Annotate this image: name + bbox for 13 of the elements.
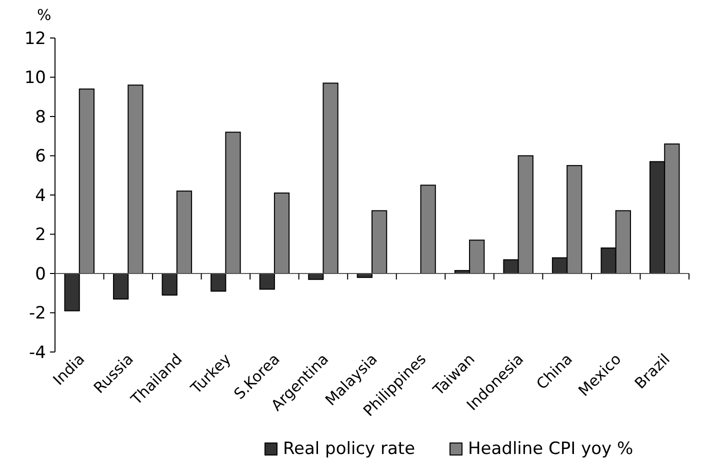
y-tick-label: 8	[35, 107, 46, 128]
y-tick-label: 0	[35, 264, 46, 284]
y-tick-label: 12	[24, 28, 46, 49]
y-tick-label: 4	[35, 186, 46, 206]
legend-label: Headline CPI yoy %	[468, 439, 634, 459]
y-tick-label: -2	[29, 304, 46, 324]
y-tick-label: -4	[29, 342, 46, 363]
y-axis-title: %	[37, 6, 52, 24]
legend-label: Real policy rate	[283, 439, 416, 459]
y-tick-label: 10	[24, 68, 46, 88]
y-tick-label: 6	[35, 146, 46, 167]
y-tick-label: 2	[35, 225, 46, 246]
bar	[420, 184, 436, 274]
